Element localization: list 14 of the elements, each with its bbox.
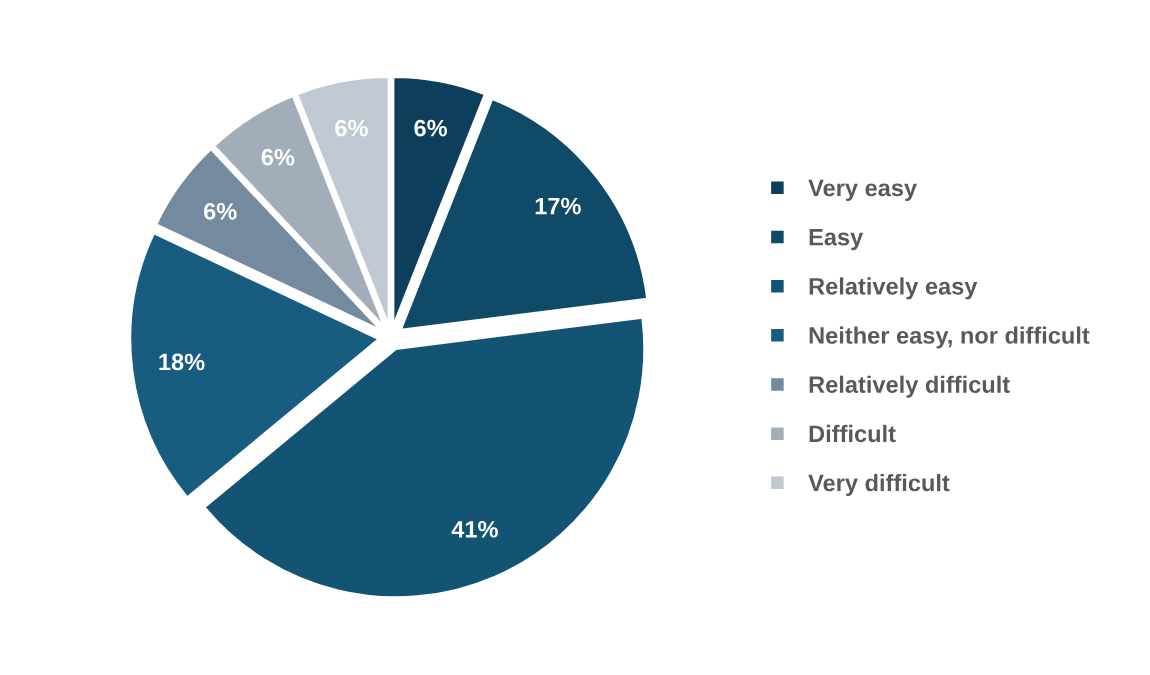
data-label: 41%: [451, 520, 498, 538]
data-label: 6%: [261, 148, 295, 166]
data-label: 6%: [414, 119, 447, 137]
legend-label: Very difficult: [808, 473, 950, 496]
data-label: 6%: [203, 203, 237, 220]
legend-label: Difficult: [809, 424, 896, 443]
data-label: 17%: [535, 197, 581, 215]
data-label: 6%: [335, 119, 368, 137]
legend-label: Relatively easy: [809, 277, 978, 300]
data-label: 18%: [159, 353, 205, 371]
legend-label: Relatively difficult: [809, 375, 1010, 398]
legend-label: Easy: [809, 229, 864, 251]
legend-label: Neither easy, nor difficult: [809, 326, 1090, 349]
legend-label: Very easy: [808, 179, 917, 202]
